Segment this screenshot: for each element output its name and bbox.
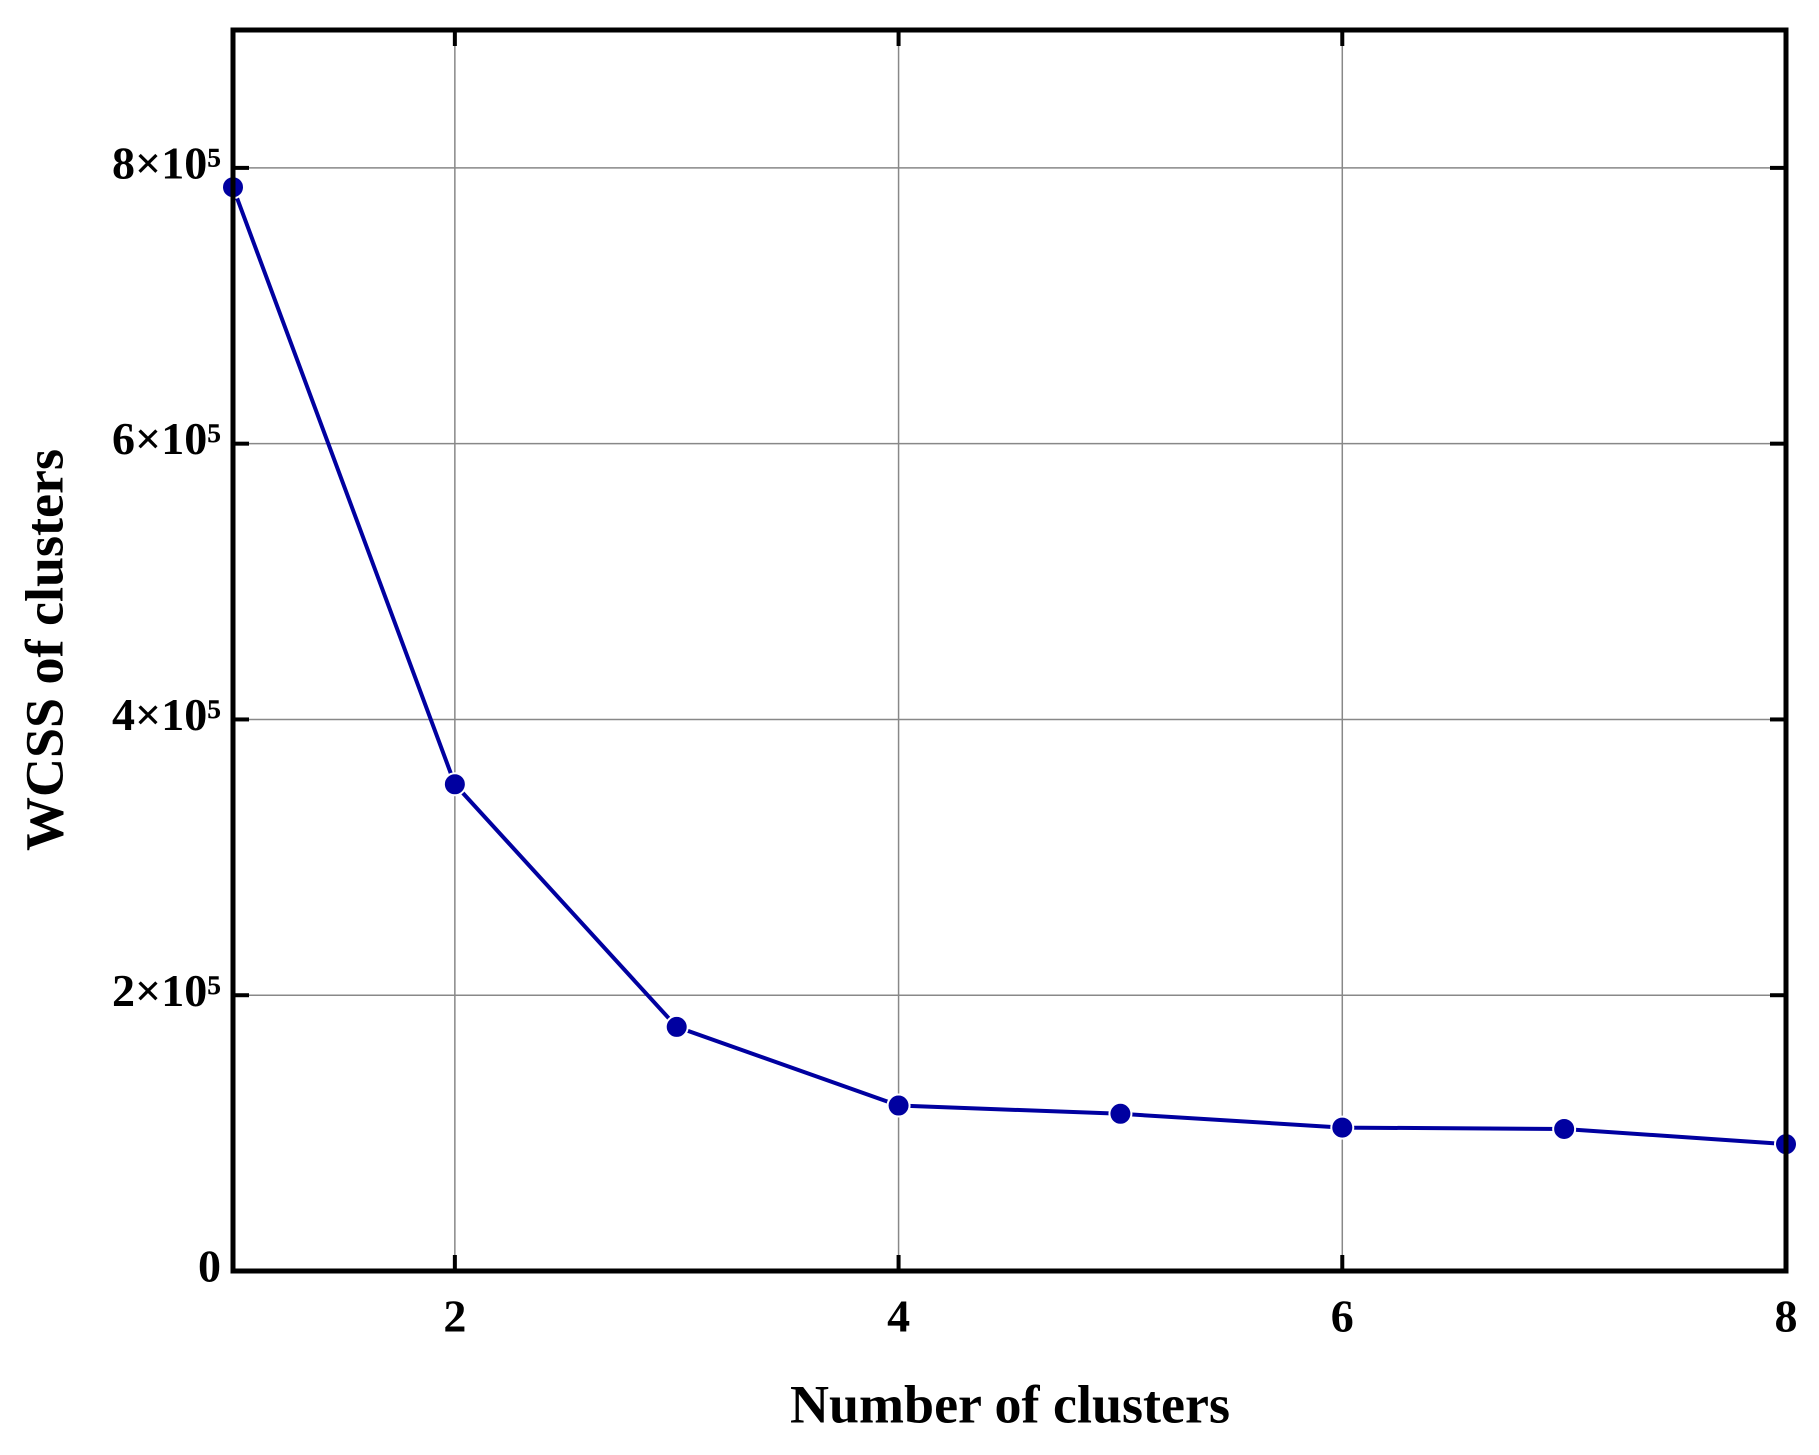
data-line [231,186,1787,1147]
x-tick-label: 8 [1775,1291,1798,1342]
y-tick-label: 2×10⁵ [112,965,221,1016]
y-tick-label: 8×10⁵ [112,137,221,188]
y-tick-label: 0 [198,1241,221,1292]
x-axis-title: Number of clusters [790,1374,1230,1434]
data-point [1552,1116,1577,1141]
y-tick-label: 6×10⁵ [112,413,221,464]
data-point [1330,1115,1355,1140]
x-tick-label: 6 [1331,1291,1354,1342]
plot-frame [230,27,1789,1274]
data-point [664,1014,689,1039]
data-point [1108,1101,1133,1126]
data-point [442,772,467,797]
data-point [886,1093,911,1118]
x-tick-label: 4 [887,1291,910,1342]
y-axis-title: WCSS of clusters [14,449,74,851]
y-tick-label: 4×10⁵ [112,689,221,740]
x-tick-label: 2 [443,1291,466,1342]
